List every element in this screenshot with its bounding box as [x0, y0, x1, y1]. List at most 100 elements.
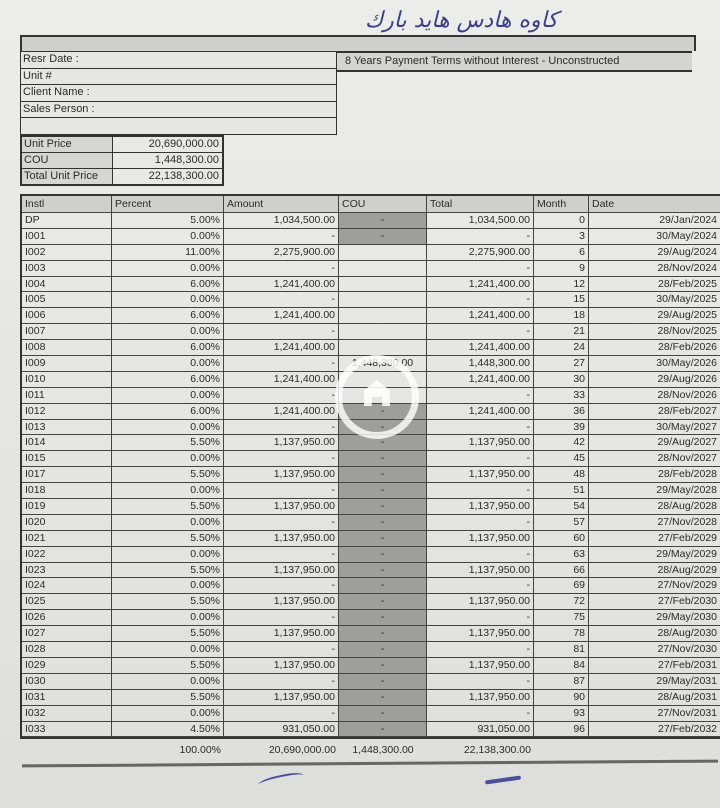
cell-month: 72 [534, 594, 589, 610]
cell-amount: - [224, 483, 339, 499]
cell-date: 27/Feb/2030 [658, 595, 717, 608]
sales-person-label: Sales Person : [21, 102, 336, 118]
cell-cou: - [339, 514, 427, 530]
cell-instl: I020 [22, 514, 112, 530]
table-row: I018 0.00% - - -51 29/May/2028 [22, 483, 720, 500]
cell-month: 54 [534, 499, 589, 514]
cell-amount: 1,137,950.00 [224, 626, 339, 642]
cell-month: 39 [534, 419, 589, 435]
cell-cou: - [339, 705, 427, 721]
cell-cou: - [339, 213, 427, 228]
table-row: I028 0.00% - - -81 27/Nov/2030 [22, 642, 720, 658]
cell-month: 30 [534, 371, 589, 387]
cell-amount: - [224, 228, 339, 244]
cell-date: 28/Aug/2029 [657, 563, 717, 576]
cell-total: 1,137,950.00 [427, 657, 534, 673]
cell-cou: 1,448,300.00 [339, 356, 427, 371]
total-amount: 20,690,000.00 [268, 744, 336, 756]
blank-row [21, 118, 336, 134]
table-row: I004 6.00% 1,241,400.00 1,241,400.00 12 28/Fe… [22, 276, 720, 293]
cell-cou: - [339, 673, 427, 689]
cell-month: 60 [534, 530, 589, 546]
total-price-label: Total Unit Price [22, 169, 113, 184]
cell-month: 0 [534, 213, 589, 228]
cell-instl: I013 [22, 419, 112, 435]
cell-month: 24 [534, 340, 589, 356]
cell-cou: - [339, 546, 427, 562]
cell-cou: - [339, 403, 427, 419]
cell-date: 28/Nov/2024 [657, 261, 717, 274]
cell-percent: 0.00% [112, 514, 224, 530]
table-row: I009 0.00% -1,448,300.00 1,448,300.00 27 30/M… [22, 356, 720, 372]
cell-cou: - [339, 419, 427, 435]
cell-total: - [427, 228, 534, 244]
table-row: I024 0.00% - - -69 27/Nov/2029 [22, 578, 720, 595]
cell-month: 96 [534, 721, 589, 737]
cell-percent: 4.50% [112, 721, 224, 737]
unit-label: Unit # [21, 69, 336, 85]
table-row: I003 0.00% - -9 28/Nov/2024 [22, 260, 720, 277]
cell-total: - [427, 387, 534, 403]
cell-instl: I025 [22, 594, 112, 610]
cell-amount: - [224, 260, 339, 276]
cell-cou: - [339, 499, 427, 514]
cell-month: 90 [534, 689, 589, 705]
cell-total: - [427, 673, 534, 689]
table-row: I025 5.50% 1,137,950.00-1,137,950.00 72 27/F… [22, 594, 720, 611]
cell-cou: - [339, 451, 427, 467]
cell-amount: 1,241,400.00 [224, 403, 339, 419]
cell-amount: - [224, 642, 339, 657]
cell-month: 27 [534, 356, 589, 371]
cell-total: 1,137,950.00 [427, 435, 534, 451]
cell-amount: - [224, 610, 339, 626]
signature-mark [257, 770, 305, 790]
cell-month: 51 [534, 483, 589, 499]
cell-total: 1,241,400.00 [427, 403, 534, 419]
cou-row: COU 1,448,300.00 [22, 153, 222, 169]
cell-total: 1,137,950.00 [427, 626, 534, 642]
cell-instl: I017 [22, 467, 112, 483]
cell-date: 27/Feb/2029 [658, 531, 717, 544]
cell-cou: - [339, 228, 427, 244]
divider [21, 759, 719, 768]
cell-date: 28/Feb/2026 [658, 341, 717, 354]
cell-total: - [427, 292, 534, 308]
cell-date: 28/Aug/2031 [657, 690, 717, 703]
total-price-value: 22,138,300.00 [113, 169, 222, 184]
cell-instl: I015 [22, 451, 112, 467]
cell-percent: 0.00% [112, 610, 224, 626]
unit-price-value: 20,690,000.00 [113, 137, 222, 152]
cell-cou: - [339, 642, 427, 657]
cell-month: 33 [534, 387, 589, 403]
cell-amount: - [224, 451, 339, 467]
signature-mark [484, 775, 522, 785]
cell-instl: I030 [22, 673, 112, 689]
cell-cou [339, 340, 427, 356]
table-row: I017 5.50% 1,137,950.00-1,137,950.00 48 28/F… [22, 467, 720, 484]
cell-date: 27/Feb/2031 [658, 658, 717, 671]
col-total: Total [427, 196, 534, 212]
table-row: I007 0.00% - -21 28/Nov/2025 [22, 324, 720, 341]
cell-amount: 1,137,950.00 [224, 657, 339, 673]
cell-cou: - [339, 610, 427, 626]
cell-percent: 5.50% [112, 562, 224, 578]
cell-cou: - [339, 626, 427, 642]
cell-percent: 0.00% [112, 356, 224, 371]
cell-instl: I024 [22, 578, 112, 594]
cell-instl: I022 [22, 546, 112, 562]
cell-date: 30/May/2026 [656, 357, 717, 370]
cell-month: 87 [534, 673, 589, 689]
cell-date: 27/Feb/2032 [658, 722, 717, 735]
cell-amount: - [224, 673, 339, 689]
cell-percent: 6.00% [112, 340, 224, 356]
table-row: I020 0.00% - - -57 27/Nov/2028 [22, 514, 720, 531]
cell-instl: I005 [22, 292, 112, 308]
cell-total: 1,034,500.00 [427, 213, 534, 228]
cell-total: - [427, 546, 534, 562]
cell-percent: 5.50% [112, 467, 224, 483]
cell-month: 21 [534, 324, 589, 340]
cell-total: - [427, 705, 534, 721]
table-row: I019 5.50% 1,137,950.00-1,137,950.00 54 28/A… [22, 499, 720, 515]
cell-cou: - [339, 467, 427, 483]
